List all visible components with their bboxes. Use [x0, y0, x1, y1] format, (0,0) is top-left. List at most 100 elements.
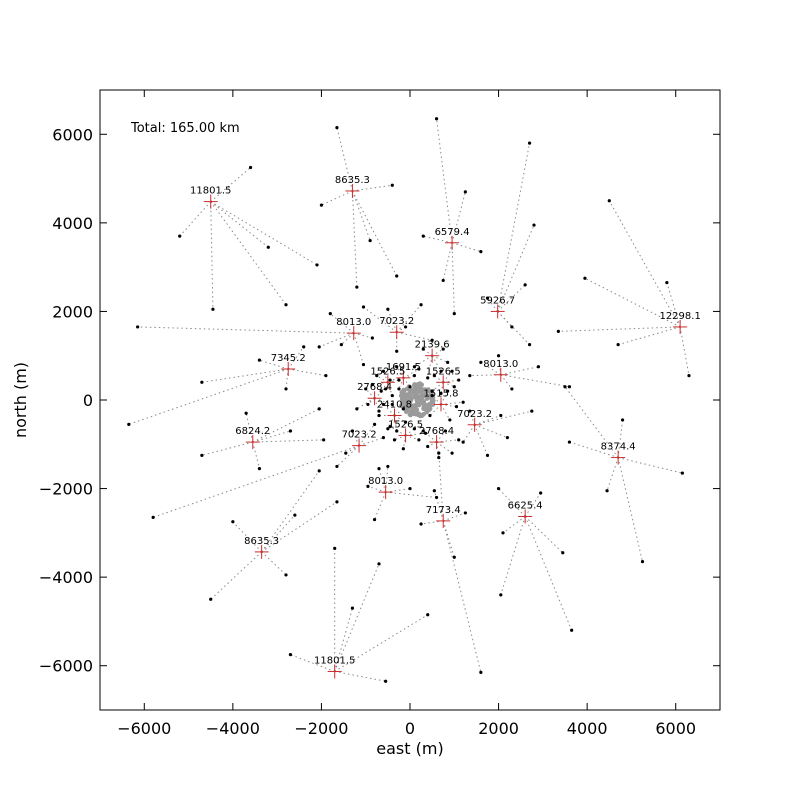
cluster-length-label: 8013.0 — [368, 476, 403, 487]
cluster-link-line — [261, 551, 287, 576]
station-point — [231, 520, 235, 524]
station-point — [439, 369, 443, 373]
cluster-link-line — [201, 441, 253, 456]
station-point — [463, 190, 467, 194]
station-point — [370, 382, 374, 387]
station-point — [401, 447, 405, 451]
cluster-length-label: 11801.5 — [190, 186, 231, 197]
station-point — [335, 126, 339, 130]
x-tick-label: −4000 — [206, 719, 260, 738]
cluster-length-label: 8013.0 — [483, 359, 518, 370]
cluster-link-line — [427, 355, 433, 378]
station-point — [266, 245, 270, 249]
station-point — [397, 378, 401, 382]
station-point — [355, 407, 359, 411]
cluster-center-marker — [380, 375, 395, 390]
cluster-length-label: 2410.8 — [377, 400, 412, 411]
cluster-center-marker — [490, 304, 505, 319]
station-point — [607, 199, 611, 203]
cluster-center-marker — [203, 194, 218, 209]
cluster-link-line — [287, 346, 305, 370]
core-antenna-point — [399, 403, 405, 409]
cluster-link-line — [290, 654, 335, 672]
station-point — [665, 281, 669, 285]
cluster-link-line — [474, 424, 508, 439]
station-point — [386, 427, 390, 431]
cluster-link-line — [128, 368, 289, 425]
station-point — [284, 573, 288, 577]
station-point — [257, 467, 262, 471]
station-point — [430, 338, 434, 342]
core-antenna-point — [419, 382, 425, 388]
station-point — [527, 343, 532, 347]
station-point — [288, 653, 293, 657]
cluster-length-label: 5926.7 — [480, 295, 515, 306]
station-point — [379, 389, 383, 393]
cluster-link-line — [436, 441, 453, 454]
cluster-link-line — [398, 377, 404, 390]
core-antenna-point — [412, 382, 417, 387]
cluster-link-line — [474, 410, 532, 426]
cluster-link-line — [497, 311, 530, 345]
cluster-link-line — [487, 297, 499, 312]
cluster-link-line — [380, 381, 389, 392]
station-point — [417, 367, 421, 371]
core-antenna-point — [403, 396, 408, 402]
cluster-link-line — [618, 457, 683, 474]
station-point — [364, 387, 368, 391]
cluster-link-line — [334, 563, 380, 672]
station-point — [450, 369, 454, 373]
station-point — [388, 424, 392, 429]
cluster-length-label: 7345.2 — [271, 353, 306, 364]
core-antenna-point — [415, 384, 421, 390]
cluster-link-line — [319, 332, 354, 348]
cluster-link-line — [179, 201, 212, 237]
cluster-link-line — [679, 326, 690, 376]
cluster-center-marker — [327, 664, 342, 679]
station-point — [417, 438, 421, 442]
station-point — [315, 263, 319, 267]
station-point — [419, 522, 423, 526]
station-point — [421, 429, 425, 433]
station-point — [403, 420, 408, 424]
station-point — [366, 402, 370, 407]
cluster-length-label: 1526.5 — [388, 419, 423, 430]
cluster-link-line — [442, 520, 482, 673]
station-point — [288, 429, 293, 433]
cluster-link-line — [367, 485, 386, 493]
station-point — [539, 491, 543, 495]
cluster-link-line — [618, 326, 681, 346]
station-point — [446, 360, 450, 364]
cluster-length-label: 7173.4 — [426, 505, 461, 516]
cluster-link-line — [666, 282, 681, 328]
cluster-link-line — [389, 426, 406, 436]
station-point — [386, 307, 390, 311]
core-antenna-point — [414, 390, 420, 395]
cluster-link-line — [396, 331, 433, 341]
station-point — [355, 285, 359, 289]
cluster-link-line — [442, 242, 453, 281]
cluster-center-marker — [493, 367, 508, 382]
cluster-link-line — [396, 326, 406, 333]
cluster-link-line — [351, 190, 371, 241]
station-point — [350, 606, 355, 610]
cluster-link-line — [498, 488, 526, 517]
cluster-length-label: 8013.0 — [336, 317, 371, 328]
station-point — [421, 347, 425, 351]
core-antenna-point — [407, 412, 413, 417]
station-point — [567, 385, 572, 389]
cluster-length-label: 7023.2 — [457, 409, 492, 420]
station-point — [443, 429, 448, 433]
station-point — [333, 546, 337, 550]
station-point — [388, 378, 392, 382]
cluster-link-line — [137, 326, 354, 334]
core-antenna-point — [411, 410, 416, 416]
station-point — [209, 597, 213, 601]
cluster-link-line — [462, 424, 476, 443]
station-point — [479, 250, 483, 254]
cluster-link-line — [497, 284, 526, 312]
station-point — [437, 455, 441, 460]
core-antenna-point — [405, 407, 410, 413]
cluster-link-line — [210, 201, 269, 248]
